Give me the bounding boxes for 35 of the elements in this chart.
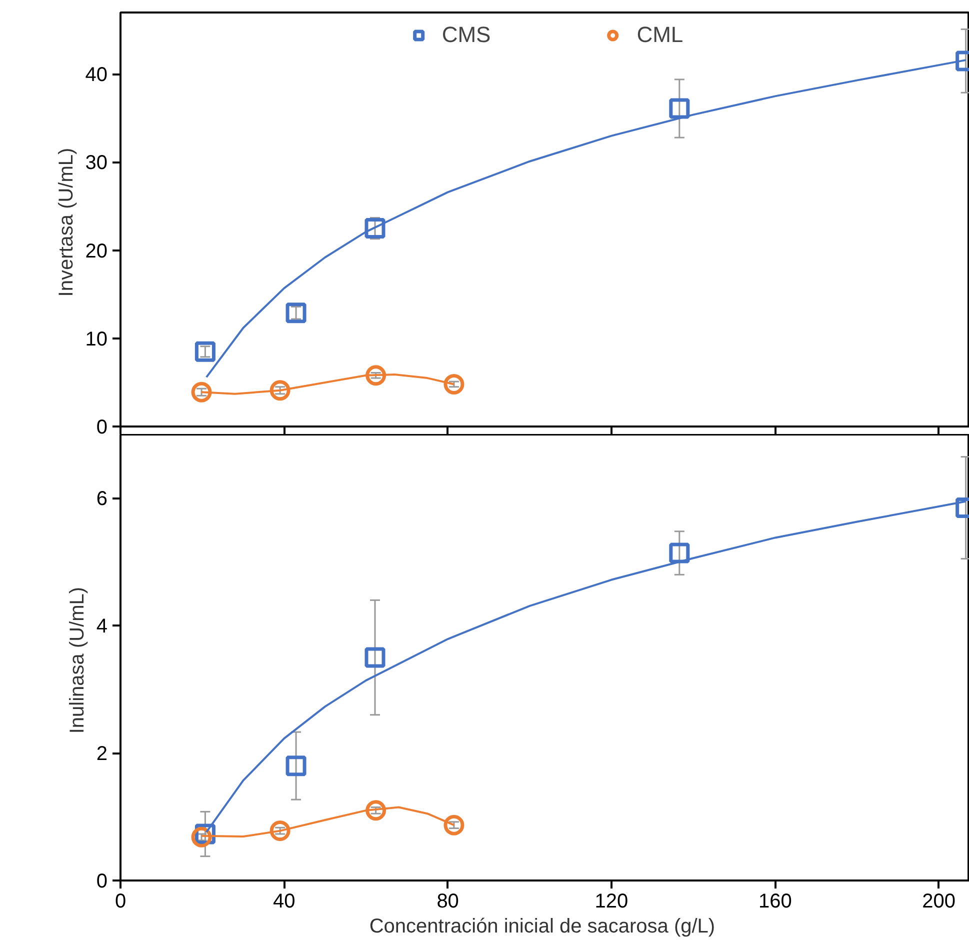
y-tick-label: 40 [85,64,108,86]
x-tick-label: 120 [594,890,628,912]
point [270,820,290,842]
point [444,814,464,836]
legend-label: CML [636,22,684,48]
point [669,98,690,119]
point [191,826,212,848]
point [270,380,290,401]
y-axis-title: Inulinasa (U/mL) [66,586,88,734]
point [191,382,212,402]
point [364,218,386,239]
point [194,341,216,362]
y-axis-title: Invertasa (U/mL) [55,148,78,297]
y-tick-label: 6 [96,488,108,510]
point [669,542,690,564]
y-tick-label: 30 [85,152,108,174]
point [364,647,386,668]
x-tick-label: 40 [273,890,296,912]
point [366,365,386,386]
x-tick-label: 0 [114,890,126,912]
point [444,374,464,394]
y-tick-label: 10 [85,328,108,350]
legend-label: CMS [442,22,491,48]
point [366,800,386,821]
x-axis-title: Concentración inicial de sacarosa (g/L) [369,916,716,938]
point [286,302,306,324]
point [286,756,306,776]
y-tick-label: 0 [96,416,108,438]
y-tick-label: 0 [96,870,108,892]
y-tick-label: 4 [96,616,108,638]
x-tick-label: 80 [436,890,459,912]
x-tick-label: 200 [922,890,956,912]
y-tick-label: 20 [85,240,108,262]
y-tick-label: 2 [96,743,108,766]
x-tick-label: 160 [758,890,792,912]
